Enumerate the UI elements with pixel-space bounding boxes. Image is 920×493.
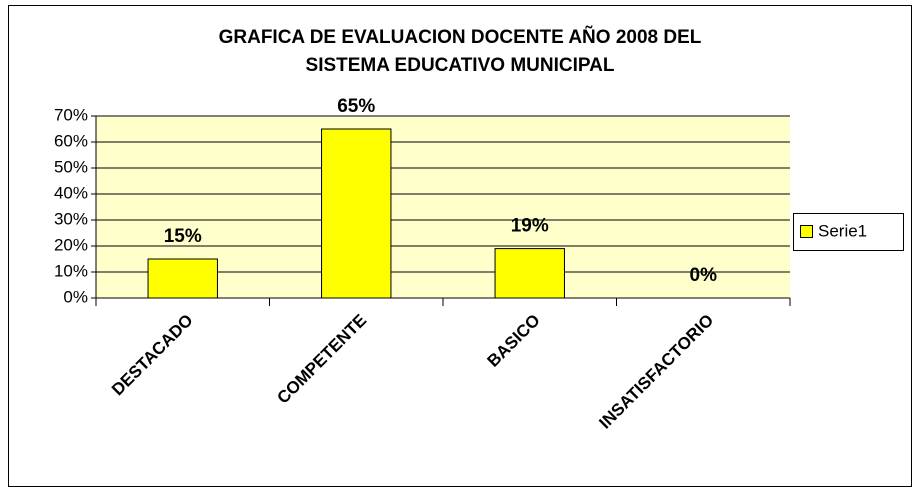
data-label: 15% <box>164 226 202 247</box>
bar <box>321 128 392 299</box>
y-tick-label: 20% <box>54 235 88 254</box>
bar <box>494 248 565 299</box>
y-tick-label: 0% <box>63 287 88 306</box>
data-label: 65% <box>337 96 375 117</box>
y-tick-label: 10% <box>54 261 88 280</box>
y-tick-label: 40% <box>54 183 88 202</box>
legend-swatch <box>800 225 813 238</box>
y-tick-label: 50% <box>54 157 88 176</box>
y-tick-label: 60% <box>54 131 88 150</box>
legend-label: Serie1 <box>818 221 867 240</box>
chart-title: SISTEMA EDUCATIVO MUNICIPAL <box>306 55 615 76</box>
bar <box>147 258 218 299</box>
y-tick-label: 70% <box>54 105 88 124</box>
chart-title: GRAFICA DE EVALUACION DOCENTE AÑO 2008 D… <box>219 26 702 48</box>
data-label: 0% <box>690 265 718 286</box>
y-tick-label: 30% <box>54 209 88 228</box>
data-label: 19% <box>511 216 549 237</box>
